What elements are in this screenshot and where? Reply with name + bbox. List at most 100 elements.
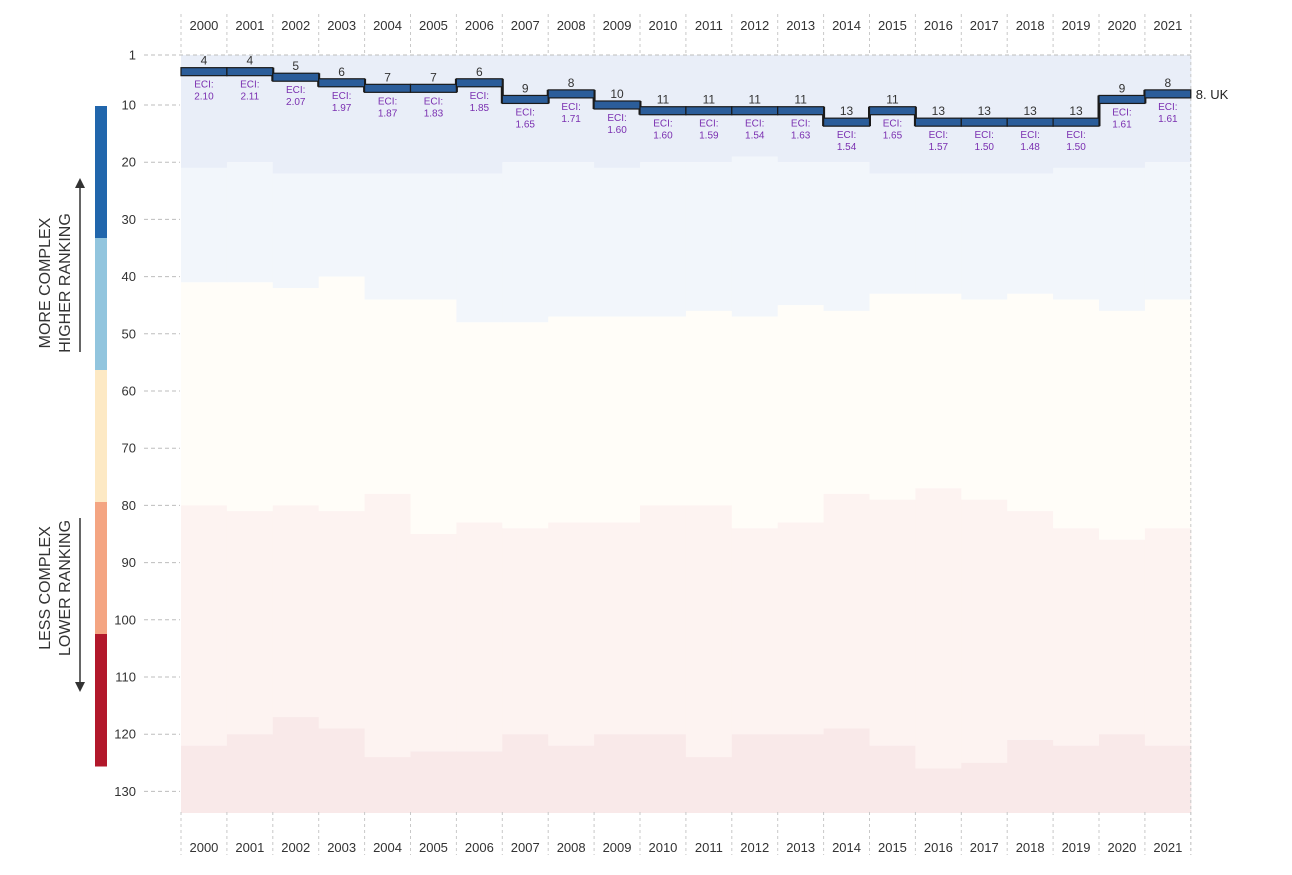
band-cell bbox=[685, 310, 733, 506]
band-cell bbox=[961, 55, 1008, 174]
rank-label: 11 bbox=[657, 93, 670, 107]
band-cell bbox=[456, 751, 503, 813]
band-cell bbox=[915, 173, 962, 294]
rank-label: 9 bbox=[1119, 81, 1126, 95]
x-tick-label-top: 2019 bbox=[1062, 18, 1091, 33]
band-cell bbox=[731, 156, 779, 317]
eci-value: 1.48 bbox=[1020, 142, 1040, 153]
band-cell bbox=[1144, 55, 1192, 163]
eci-value: 2.10 bbox=[194, 92, 214, 103]
band-cell bbox=[777, 305, 825, 523]
y-tick-label: 1 bbox=[129, 48, 136, 63]
eci-value: 1.61 bbox=[1112, 119, 1132, 130]
band-cell bbox=[823, 310, 870, 494]
x-tick-label-bottom: 2000 bbox=[189, 840, 218, 855]
legend-scale-segment bbox=[95, 634, 107, 767]
rank-label: 7 bbox=[430, 70, 437, 84]
rank-label: 5 bbox=[292, 59, 299, 73]
band-cell bbox=[410, 55, 457, 174]
band-cell bbox=[823, 55, 870, 163]
band-cell bbox=[1099, 539, 1146, 735]
band-cell bbox=[318, 55, 366, 174]
band-cell bbox=[731, 55, 779, 157]
x-axis-top: 2000 2001 2002 2003 2004 2005 2006 2007 2008 2009… bbox=[189, 18, 1182, 33]
complexity-bands bbox=[181, 55, 1192, 813]
eci-prefix: ECI: bbox=[607, 113, 626, 124]
rank-step-connector bbox=[1097, 95, 1101, 127]
less-complex-label: LESS COMPLEX LOWER RANKING bbox=[37, 520, 74, 656]
band-cell bbox=[181, 282, 228, 506]
band-cell bbox=[1053, 55, 1100, 168]
x-tick-label-top: 2018 bbox=[1016, 18, 1045, 33]
rank-bar bbox=[639, 106, 687, 116]
band-cell bbox=[1007, 293, 1054, 512]
band-cell bbox=[181, 745, 228, 813]
x-tick-label-top: 2010 bbox=[648, 18, 677, 33]
band-cell bbox=[640, 505, 687, 735]
rank-label: 6 bbox=[338, 65, 345, 79]
rank-label: 8 bbox=[1165, 76, 1172, 90]
eci-prefix: ECI: bbox=[424, 96, 443, 107]
y-tick-label: 40 bbox=[122, 269, 136, 284]
y-tick-label: 30 bbox=[122, 212, 136, 227]
rank-label: 13 bbox=[978, 104, 992, 118]
eci-prefix: ECI: bbox=[1158, 102, 1177, 113]
band-cell bbox=[731, 528, 779, 735]
band-cell bbox=[272, 505, 320, 718]
series-end-label: 8. UK bbox=[1196, 87, 1229, 102]
eci-prefix: ECI: bbox=[561, 102, 580, 113]
band-cell bbox=[594, 55, 641, 168]
x-tick-label-bottom: 2007 bbox=[511, 840, 540, 855]
up-arrow-icon bbox=[75, 178, 85, 188]
x-tick-label-top: 2004 bbox=[373, 18, 402, 33]
band-cell bbox=[823, 493, 870, 729]
rank-bar bbox=[914, 117, 962, 127]
eci-prefix: ECI: bbox=[470, 91, 489, 102]
rank-step-connector bbox=[822, 106, 826, 127]
band-cell bbox=[318, 511, 366, 729]
band-cell bbox=[685, 505, 733, 758]
band-cell bbox=[226, 282, 274, 512]
x-tick-label-bottom: 2013 bbox=[786, 840, 815, 855]
band-cell bbox=[640, 316, 687, 506]
rank-bar bbox=[1006, 117, 1054, 127]
band-cell bbox=[961, 173, 1008, 300]
rank-label: 11 bbox=[886, 93, 899, 107]
eci-prefix: ECI: bbox=[1020, 130, 1039, 141]
band-cell bbox=[364, 55, 411, 174]
band-cell bbox=[364, 493, 411, 758]
band-cell bbox=[869, 745, 916, 813]
band-cell bbox=[318, 173, 366, 277]
band-cell bbox=[410, 751, 457, 813]
band-cell bbox=[1099, 734, 1146, 813]
band-cell bbox=[731, 734, 779, 813]
x-tick-label-top: 2012 bbox=[740, 18, 769, 33]
rank-bar bbox=[272, 72, 320, 82]
eci-value: 1.97 bbox=[332, 103, 352, 114]
rank-bar bbox=[1052, 117, 1100, 127]
band-cell bbox=[456, 322, 503, 523]
eci-prefix: ECI: bbox=[332, 91, 351, 102]
grid-lines bbox=[180, 14, 1192, 855]
rank-label: 8 bbox=[568, 76, 575, 90]
eci-value: 1.65 bbox=[883, 131, 903, 142]
legend-scale-segment bbox=[95, 502, 107, 635]
band-cell bbox=[640, 734, 687, 813]
x-tick-label-top: 2014 bbox=[832, 18, 861, 33]
band-cell bbox=[181, 167, 228, 283]
x-tick-label-bottom: 2018 bbox=[1016, 840, 1045, 855]
x-tick-label-top: 2013 bbox=[786, 18, 815, 33]
y-tick-label: 120 bbox=[114, 727, 136, 742]
band-cell bbox=[410, 534, 457, 752]
band-cell bbox=[456, 55, 503, 174]
band-cell bbox=[1144, 528, 1192, 746]
band-cell bbox=[869, 173, 916, 294]
band-cell bbox=[548, 55, 595, 163]
x-tick-label-bottom: 2009 bbox=[603, 840, 632, 855]
rank-bar bbox=[318, 78, 366, 88]
eci-value: 1.57 bbox=[929, 142, 949, 153]
x-tick-label-bottom: 2002 bbox=[281, 840, 310, 855]
eci-value: 1.50 bbox=[1066, 142, 1086, 153]
rank-label: 13 bbox=[932, 104, 946, 118]
